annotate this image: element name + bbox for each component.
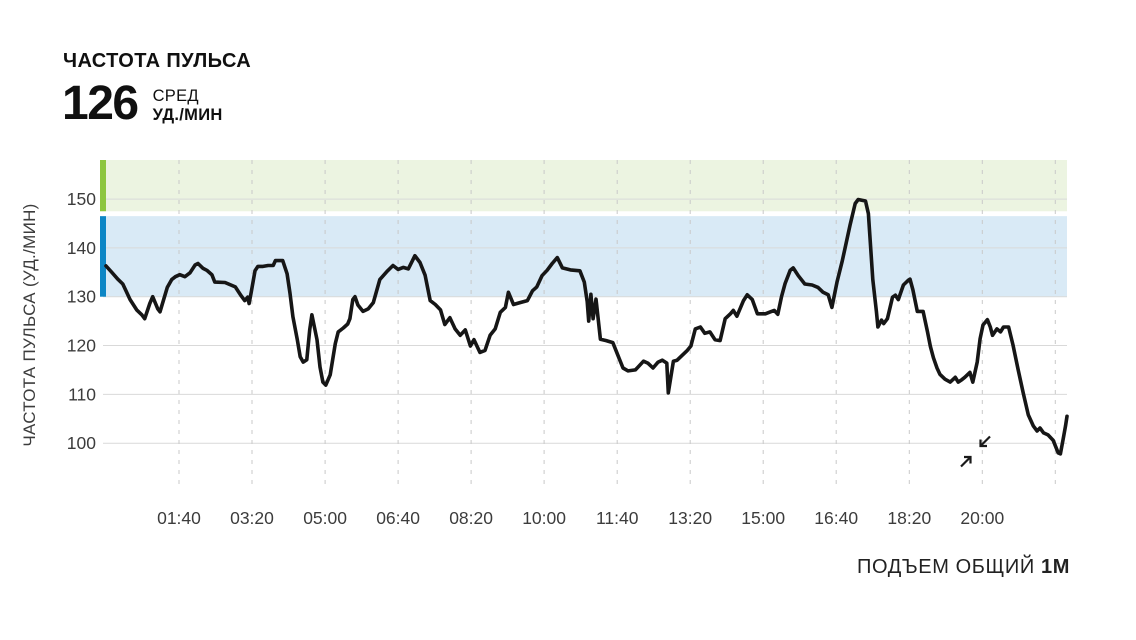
y-tick-label: 150	[67, 189, 96, 209]
y-tick-label: 100	[67, 433, 96, 453]
x-tick-label: 13:20	[668, 508, 712, 528]
average-bpm-labels: СРЕД УД./МИН	[153, 82, 223, 125]
zone-blue-band	[106, 216, 1067, 297]
x-tick-label: 11:40	[596, 508, 639, 528]
total-ascent-label: ПОДЪЕМ ОБЩИЙ	[857, 556, 1035, 578]
heart_rate-line	[104, 197, 1069, 456]
stat-label: СРЕД	[152, 87, 199, 105]
x-tick-label: 03:20	[230, 508, 274, 528]
total-ascent-stat: ПОДЪЕМ ОБЩИЙ 1М	[857, 556, 1070, 579]
total-ascent-value: 1М	[1041, 556, 1070, 578]
unit-label: УД./МИН	[152, 105, 223, 124]
x-tick-label: 16:40	[814, 508, 858, 528]
zone-blue-marker	[100, 216, 106, 297]
x-tick-label: 18:20	[887, 508, 931, 528]
y-tick-label: 110	[68, 384, 96, 404]
x-tick-label: 15:00	[741, 508, 785, 528]
x-tick-label: 06:40	[376, 508, 420, 528]
x-tick-label: 01:40	[157, 508, 201, 528]
y-tick-label: 130	[67, 287, 96, 307]
average-value-block: 126 СРЕД УД./МИН	[62, 77, 223, 130]
x-tick-label: 10:00	[522, 508, 566, 528]
y-tick-label: 120	[67, 336, 96, 356]
zone-green-band	[106, 160, 1067, 212]
x-tick-label: 20:00	[960, 508, 1004, 528]
average-bpm-value: 126	[62, 77, 139, 130]
y-tick-label: 140	[67, 238, 96, 258]
zone-green-marker	[100, 160, 106, 212]
page-title: ЧАСТОТА ПУЛЬСА	[63, 50, 252, 72]
x-tick-label: 08:20	[449, 508, 493, 528]
x-tick-label: 05:00	[303, 508, 347, 528]
